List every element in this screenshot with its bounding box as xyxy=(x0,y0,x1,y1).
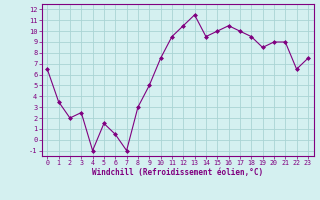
X-axis label: Windchill (Refroidissement éolien,°C): Windchill (Refroidissement éolien,°C) xyxy=(92,168,263,177)
